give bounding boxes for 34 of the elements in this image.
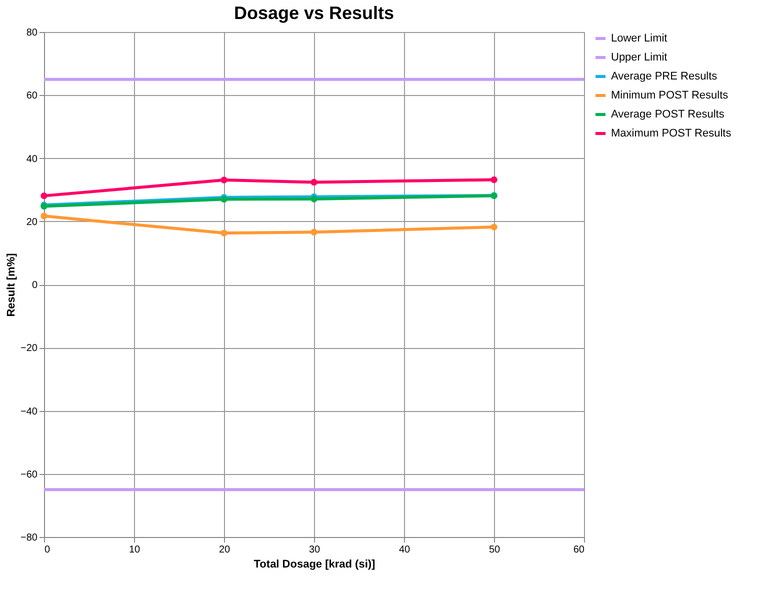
y-tick-label: −60 [20,469,38,480]
point [310,196,318,202]
y-tick-label: −20 [20,343,38,354]
legend-label: Maximum POST Results [611,128,732,140]
x-axis-title: Total Dosage [krad (si)] [254,558,376,570]
x-tick-label: 30 [308,544,320,556]
y-tick-label: 20 [26,216,38,228]
y-tick-label: −80 [20,532,38,544]
x-tick-label: 10 [128,544,140,556]
point [490,176,498,184]
y-tick-label: −40 [20,406,38,418]
y-tick-label: 60 [26,90,38,102]
point [490,224,498,230]
legend-label: Lower Limit [611,32,668,44]
y-tick-label: 0 [32,280,38,291]
point [40,212,48,220]
x-tick-label: 40 [398,544,410,556]
y-tick-label: 40 [26,154,38,165]
x-tick-label: 50 [488,544,500,556]
legend-label: Minimum POST Results [611,90,729,102]
chart-title: Dosage vs Results [234,3,394,23]
legend-label: Average PRE Results [611,70,718,82]
point [310,178,318,186]
legend-label: Average POST Results [611,108,725,120]
y-tick-label: 80 [26,28,38,38]
x-tick-label: 60 [573,544,585,556]
point [310,228,318,236]
x-tick-label: 0 [44,544,50,556]
legend-label: Upper Limit [611,52,668,64]
x-tick-label: 20 [218,544,230,556]
point [40,192,48,200]
y-axis-title: Result [m%] [6,252,18,317]
point [220,230,228,236]
point [220,176,228,184]
